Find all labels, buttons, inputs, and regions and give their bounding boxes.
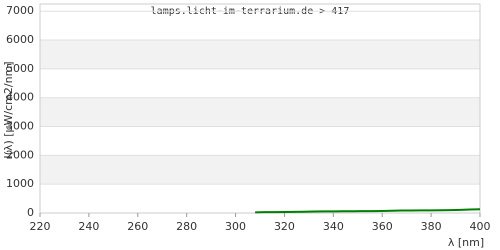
y-tick-label: 4000 <box>6 91 34 104</box>
y-tick-label: 0 <box>27 206 34 219</box>
x-tick-label: 260 <box>127 220 148 233</box>
x-tick-label: 380 <box>421 220 442 233</box>
y-axis-label: I(λ) [µW/cm2/nm] <box>2 61 15 158</box>
x-tick-label: 360 <box>372 220 393 233</box>
x-tick-label: 240 <box>78 220 99 233</box>
x-tick-label: 300 <box>225 220 246 233</box>
y-tick-label: 5000 <box>6 62 34 75</box>
y-tick-label: 6000 <box>6 33 34 46</box>
grid-band <box>40 40 480 69</box>
x-tick-label: 280 <box>176 220 197 233</box>
x-tick-label: 220 <box>30 220 51 233</box>
grid-band <box>40 155 480 185</box>
grid-band <box>40 97 480 127</box>
x-tick-label: 400 <box>470 220 491 233</box>
y-tick-label: 3000 <box>6 120 34 133</box>
x-axis-label: λ [nm] <box>448 236 484 249</box>
y-tick-label: 1000 <box>6 177 34 190</box>
y-tick-label: 2000 <box>6 148 34 161</box>
x-tick-label: 340 <box>323 220 344 233</box>
series-line <box>255 208 481 214</box>
x-tick-label: 320 <box>274 220 295 233</box>
y-tick-label: 7000 <box>6 4 34 17</box>
